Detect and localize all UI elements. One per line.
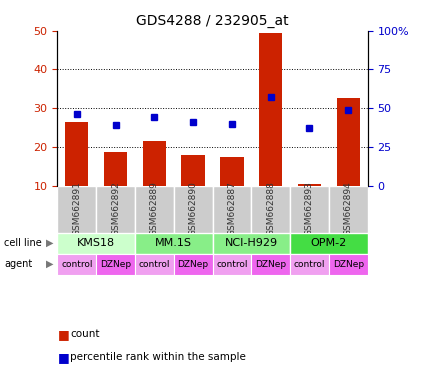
Text: GSM662890: GSM662890	[189, 182, 198, 237]
Text: ▶: ▶	[46, 238, 54, 248]
Text: control: control	[61, 260, 93, 268]
Bar	[220, 157, 244, 185]
Text: GSM662893: GSM662893	[305, 182, 314, 237]
Text: GSM662891: GSM662891	[72, 182, 81, 237]
Text: control: control	[216, 260, 248, 268]
Text: GSM662894: GSM662894	[344, 182, 353, 237]
Bar	[96, 185, 135, 233]
Bar	[290, 253, 329, 275]
Bar	[290, 185, 329, 233]
Text: DZNep: DZNep	[255, 260, 286, 268]
Bar	[212, 185, 251, 233]
Bar	[251, 185, 290, 233]
Text: GSM662892: GSM662892	[111, 182, 120, 237]
Text: GSM662889: GSM662889	[150, 182, 159, 237]
Bar	[57, 185, 96, 233]
Text: DZNep: DZNep	[178, 260, 209, 268]
Text: percentile rank within the sample: percentile rank within the sample	[70, 352, 246, 362]
Bar	[135, 233, 212, 253]
Bar	[181, 156, 205, 185]
Title: GDS4288 / 232905_at: GDS4288 / 232905_at	[136, 14, 289, 28]
Bar	[143, 141, 166, 185]
Bar	[259, 33, 282, 185]
Text: NCI-H929: NCI-H929	[225, 238, 278, 248]
Bar	[174, 185, 212, 233]
Bar	[104, 152, 127, 185]
Text: OPM-2: OPM-2	[311, 238, 347, 248]
Text: control: control	[294, 260, 325, 268]
Text: DZNep: DZNep	[100, 260, 131, 268]
Text: agent: agent	[4, 259, 32, 269]
Bar	[135, 253, 174, 275]
Text: ■: ■	[57, 328, 69, 341]
Bar	[212, 253, 251, 275]
Bar	[337, 98, 360, 185]
Bar	[298, 184, 321, 185]
Text: cell line: cell line	[4, 238, 42, 248]
Bar	[212, 233, 290, 253]
Bar	[65, 122, 88, 185]
Bar	[251, 253, 290, 275]
Text: MM.1S: MM.1S	[155, 238, 192, 248]
Bar	[57, 253, 96, 275]
Text: GSM662888: GSM662888	[266, 182, 275, 237]
Bar	[57, 233, 135, 253]
Bar	[96, 253, 135, 275]
Text: ▶: ▶	[46, 259, 54, 269]
Bar	[329, 185, 368, 233]
Text: control: control	[139, 260, 170, 268]
Bar	[290, 233, 368, 253]
Text: count: count	[70, 329, 99, 339]
Bar	[329, 253, 368, 275]
Bar	[135, 185, 174, 233]
Text: KMS18: KMS18	[77, 238, 115, 248]
Text: GSM662887: GSM662887	[227, 182, 236, 237]
Bar	[174, 253, 212, 275]
Text: DZNep: DZNep	[333, 260, 364, 268]
Text: ■: ■	[57, 351, 69, 364]
